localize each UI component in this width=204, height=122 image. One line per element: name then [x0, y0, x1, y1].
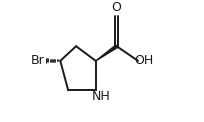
Text: OH: OH — [135, 54, 154, 67]
Text: O: O — [112, 1, 122, 14]
Polygon shape — [96, 45, 118, 61]
Text: NH: NH — [92, 90, 110, 103]
Text: Br: Br — [31, 54, 44, 67]
